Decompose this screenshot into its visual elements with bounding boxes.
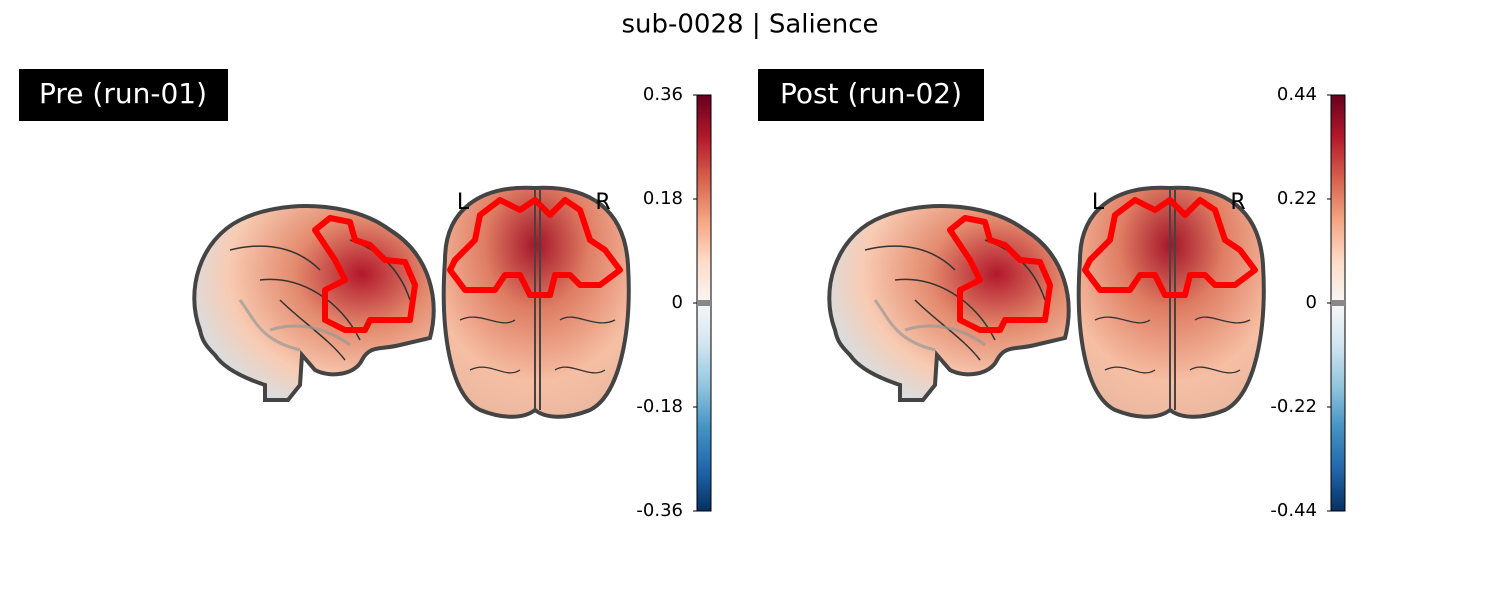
right-label: R: [1230, 190, 1245, 215]
label-box: [758, 69, 984, 121]
tick-label: 0: [672, 292, 683, 313]
tick-label: 0: [1306, 292, 1317, 313]
tick-label: -0.36: [636, 500, 683, 521]
tick-label: 0.22: [1277, 188, 1317, 209]
tick-label: 0.44: [1277, 84, 1317, 105]
threshold: [1331, 300, 1345, 306]
panel: Pre (run-01) L R 0.36 0.18 0 -0.18 -0.36: [19, 69, 712, 521]
tick-label: 0.36: [643, 84, 683, 105]
left-label: L: [457, 190, 470, 215]
threshold: [697, 300, 711, 306]
glass-brain: [829, 188, 1263, 417]
tick-label: 0.18: [643, 188, 683, 209]
glass-brain: [194, 188, 628, 417]
panel-label: Post (run-02): [780, 77, 962, 110]
tick-label: -0.22: [1270, 396, 1317, 417]
figure-title: sub-0028 | Salience: [621, 10, 878, 40]
left-label: L: [1092, 190, 1105, 215]
tick-label: -0.44: [1270, 500, 1317, 521]
label-box: [19, 69, 228, 121]
right-label: R: [595, 190, 610, 215]
tick-label: -0.18: [636, 396, 683, 417]
colorbar-ticks: 0.44 0.22 0 -0.22 -0.44: [1270, 84, 1331, 521]
colorbar-ticks: 0.36 0.18 0 -0.18 -0.36: [636, 84, 697, 521]
panel: Post (run-02) L R 0.44 0.22 0 -0.22 -0.44: [758, 69, 1346, 521]
panel-label: Pre (run-01): [39, 77, 207, 110]
